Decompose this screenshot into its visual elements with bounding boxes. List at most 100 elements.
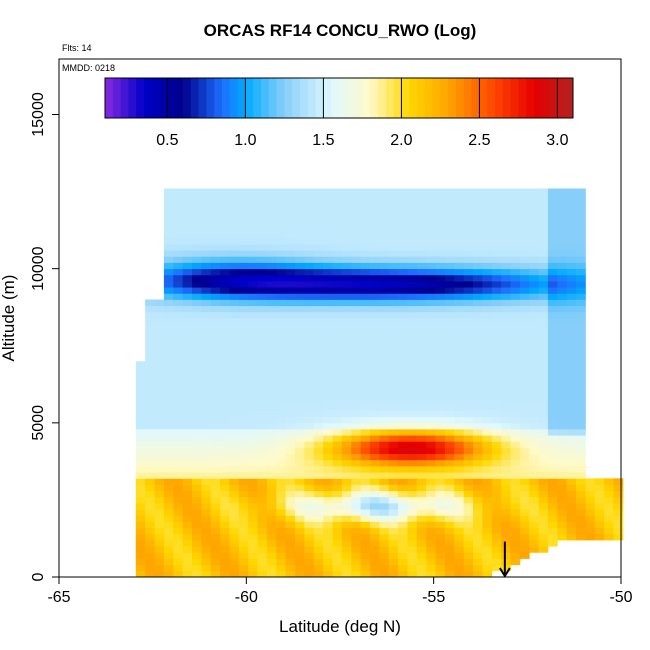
heatmap-cell (154, 515, 165, 522)
heatmap-cell (491, 484, 502, 492)
heatmap-cell (491, 355, 502, 362)
heatmap-cell (360, 441, 371, 448)
heatmap-cell (304, 441, 315, 448)
heatmap-cell (435, 416, 446, 424)
heatmap-cell (276, 496, 287, 504)
heatmap-cell (473, 379, 483, 387)
heatmap-cell (501, 515, 511, 522)
heatmap-cell (454, 311, 465, 319)
heatmap-cell (332, 410, 343, 418)
heatmap-cell (576, 361, 586, 368)
heatmap-cell (210, 225, 221, 233)
heatmap-cell (295, 410, 305, 418)
heatmap-cell (454, 398, 465, 405)
heatmap-cell (145, 447, 155, 455)
heatmap-cell (163, 410, 174, 418)
heatmap-cell (416, 287, 427, 294)
heatmap-cell (173, 213, 184, 220)
heatmap-cell (426, 262, 436, 270)
heatmap-cell (163, 219, 174, 226)
heatmap-cell (248, 484, 258, 492)
heatmap-cell (388, 453, 399, 461)
heatmap-cell (173, 336, 184, 344)
heatmap-cell (220, 361, 230, 368)
heatmap-cell (248, 268, 258, 276)
heatmap-cell (454, 299, 465, 307)
heatmap-cell (201, 484, 212, 492)
heatmap-cell (248, 564, 258, 572)
heatmap-cell (473, 570, 483, 578)
heatmap-cell (182, 244, 193, 251)
heatmap-cell (454, 348, 465, 356)
heatmap-cell (463, 527, 474, 535)
heatmap-cell (463, 367, 474, 374)
heatmap-cell (248, 244, 258, 251)
heatmap-cell (238, 324, 249, 331)
heatmap-cell (295, 459, 305, 467)
heatmap-cell (295, 521, 305, 529)
heatmap-cell (463, 521, 474, 529)
heatmap-cell (173, 268, 184, 276)
heatmap-cell (379, 250, 390, 257)
heatmap-cell (407, 373, 418, 381)
heatmap-cell (426, 540, 436, 547)
heatmap-cell (257, 496, 268, 504)
heatmap-cell (173, 527, 184, 535)
heatmap-cell (566, 385, 577, 393)
heatmap-cell (266, 422, 277, 430)
heatmap-cell (491, 244, 502, 251)
heatmap-cell (238, 213, 249, 220)
heatmap-cell (295, 367, 305, 374)
heatmap-cell (163, 262, 174, 270)
heatmap-cell (332, 478, 343, 485)
heatmap-cell (529, 429, 539, 436)
heatmap-cell (444, 348, 455, 356)
heatmap-cell (248, 552, 258, 559)
heatmap-cell (566, 355, 577, 362)
heatmap-cell (454, 472, 465, 479)
heatmap-cell (510, 496, 521, 504)
heatmap-cell (295, 503, 305, 510)
heatmap-cell (332, 570, 343, 578)
heatmap-cell (547, 540, 558, 547)
heatmap-cell (295, 496, 305, 504)
heatmap-cell (229, 521, 240, 529)
heatmap-cell (426, 558, 436, 566)
colorbar-segment (190, 78, 200, 118)
heatmap-cell (341, 435, 352, 442)
heatmap-cell (220, 540, 230, 547)
heatmap-cell (435, 447, 446, 455)
heatmap-cell (192, 385, 202, 393)
heatmap-cell (229, 268, 240, 276)
heatmap-cell (304, 256, 315, 263)
heatmap-cell (192, 490, 202, 498)
heatmap-cell (220, 379, 230, 387)
heatmap-cell (538, 496, 549, 504)
heatmap-cell (398, 324, 408, 331)
heatmap-cell (201, 496, 212, 504)
heatmap-cell (538, 410, 549, 418)
heatmap-cell (547, 287, 558, 294)
heatmap-cell (519, 472, 530, 479)
heatmap-cell (360, 558, 371, 566)
heatmap-cell (332, 435, 343, 442)
heatmap-cell (435, 466, 446, 473)
heatmap-cell (313, 398, 324, 405)
heatmap-cell (407, 268, 418, 276)
heatmap-cell (473, 385, 483, 393)
colorbar-tick-label: 3.0 (546, 132, 568, 149)
heatmap-cell (491, 404, 502, 411)
heatmap-cell (360, 367, 371, 374)
heatmap-cell (313, 268, 324, 276)
heatmap-cell (341, 392, 352, 399)
heatmap-cell (210, 416, 221, 424)
heatmap-cell (332, 237, 343, 245)
heatmap-cell (323, 311, 333, 319)
heatmap-cell (529, 262, 539, 270)
heatmap-cell (501, 527, 511, 535)
heatmap-cell (266, 287, 277, 294)
heatmap-cell (435, 293, 446, 300)
heatmap-cell (473, 398, 483, 405)
heatmap-cell (435, 268, 446, 276)
heatmap-cell (341, 478, 352, 485)
